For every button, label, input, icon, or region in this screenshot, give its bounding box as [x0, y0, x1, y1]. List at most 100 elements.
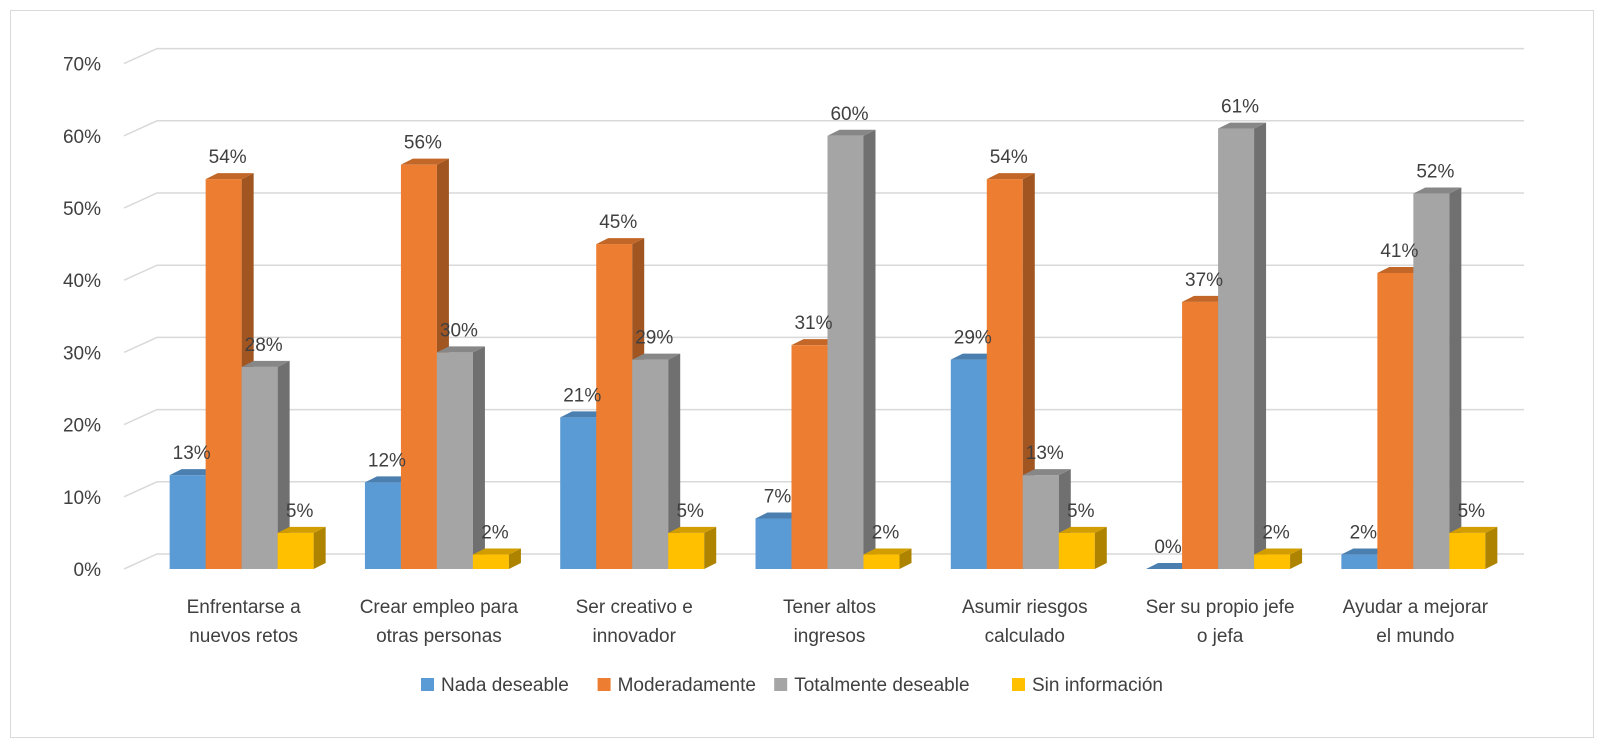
bar-totalmente-deseable [1218, 122, 1267, 569]
data-label: 37% [1185, 270, 1223, 291]
bar-sin-informaci-n [863, 548, 912, 569]
bar-front [986, 179, 1023, 569]
bar-top [632, 353, 681, 360]
legend-label: Sin información [1032, 675, 1163, 696]
data-label: 5% [1458, 501, 1486, 522]
bar-side [1022, 173, 1035, 569]
data-label: 2% [481, 523, 509, 544]
legend-label: Totalmente deseable [794, 675, 969, 696]
data-label: 5% [676, 501, 704, 522]
grid-layer [123, 47, 1524, 570]
gridline [123, 408, 1524, 426]
category-label: Asumir riesgos [962, 597, 1088, 618]
gridline [123, 336, 1524, 354]
bar-top [1058, 526, 1107, 533]
bar-totalmente-deseable [241, 360, 290, 569]
bar-front [791, 345, 828, 569]
data-label: 12% [368, 450, 406, 471]
data-label: 13% [1026, 443, 1064, 464]
y-tick-label: 20% [63, 416, 101, 437]
bar-top [1449, 526, 1498, 533]
bar-top [400, 158, 449, 165]
bar-top [277, 526, 326, 533]
y-tick-label: 40% [63, 271, 101, 292]
category-label: ingresos [794, 626, 866, 647]
data-label: 2% [872, 523, 900, 544]
data-label: 61% [1221, 97, 1259, 118]
category-label-layer: Enfrentarse a nuevos retos Crear empleo pa… [187, 597, 1489, 647]
y-tick-label: 60% [63, 127, 101, 148]
legend-label: Nada deseable [441, 675, 569, 696]
bar-top [863, 548, 912, 555]
gridline [123, 192, 1524, 209]
bar-top [205, 173, 254, 180]
gridline [123, 264, 1524, 281]
data-label: 52% [1416, 162, 1454, 183]
bar-side [863, 129, 876, 570]
bar-top [827, 129, 876, 136]
category-label: Tener altos [783, 597, 876, 618]
bar-front [755, 518, 792, 569]
category-label: calculado [985, 626, 1065, 647]
chart-svg: 0% 10% 20% 30% 40% 50% 60% 70% 13% 54% 28% 5% 12% 56… [63, 47, 1524, 696]
y-tick-label: 50% [63, 199, 101, 220]
bar-front [560, 417, 597, 569]
bar-top [668, 526, 717, 533]
bar-front [632, 359, 669, 569]
data-label: 5% [1067, 501, 1095, 522]
bar-side [899, 548, 912, 569]
bar-front [1218, 128, 1255, 569]
bar-front [668, 532, 705, 569]
bar-front [364, 482, 401, 569]
bar-front [241, 366, 278, 569]
data-label: 2% [1262, 523, 1290, 544]
bar-side [313, 526, 326, 569]
data-label: 54% [990, 147, 1028, 168]
bar-front [277, 532, 314, 569]
y-tick-label: 70% [63, 55, 101, 76]
legend-item: Moderadamente [597, 675, 756, 696]
bar-side [1449, 187, 1462, 569]
bar-front [400, 164, 437, 569]
bar-front [1377, 272, 1414, 569]
category-label: innovador [592, 626, 676, 647]
bar-top [1022, 469, 1071, 476]
legend-item: Nada deseable [421, 675, 569, 696]
bar-sin-informaci-n [472, 548, 521, 569]
bar-front [1058, 532, 1095, 569]
bar-top [986, 173, 1035, 180]
bar-layer [169, 122, 1498, 570]
bar-side [508, 548, 521, 569]
data-label-layer: 13% 54% 28% 5% 12% 56% 30% 2% 21% 45% 29% 5% 7% 31% 60… [173, 97, 1486, 558]
bar-totalmente-deseable [632, 353, 681, 569]
y-tick-label: 0% [74, 560, 102, 581]
bar-side [1094, 526, 1107, 569]
data-label: 21% [563, 385, 601, 406]
bar-front [1449, 532, 1486, 569]
data-label: 2% [1350, 523, 1378, 544]
category-label: el mundo [1376, 626, 1454, 647]
data-label: 30% [440, 320, 478, 341]
category-label: Ser creativo e [576, 597, 693, 618]
legend-label: Moderadamente [618, 675, 756, 696]
bar-front [169, 475, 206, 569]
bar-front [1182, 301, 1219, 569]
bar-top [596, 238, 645, 245]
bar-front [596, 244, 633, 569]
bar-top [436, 346, 485, 353]
gridline [123, 47, 1524, 65]
bar-sin-informaci-n [277, 526, 326, 569]
category-label: Crear empleo para [360, 597, 519, 618]
bar-front [436, 352, 473, 569]
bar-side [277, 360, 290, 569]
bar-sin-informaci-n [668, 526, 717, 569]
data-label: 7% [764, 486, 792, 507]
legend-item: Totalmente deseable [774, 675, 970, 696]
bar-totalmente-deseable [827, 129, 876, 570]
y-axis-tick-labels: 0% 10% 20% 30% 40% 50% 60% 70% [63, 55, 101, 581]
bar-sin-informaci-n [1449, 526, 1498, 569]
bar-top [1218, 122, 1267, 129]
bar-front [205, 179, 242, 569]
bar-top [1413, 187, 1462, 194]
data-label: 29% [635, 328, 673, 349]
